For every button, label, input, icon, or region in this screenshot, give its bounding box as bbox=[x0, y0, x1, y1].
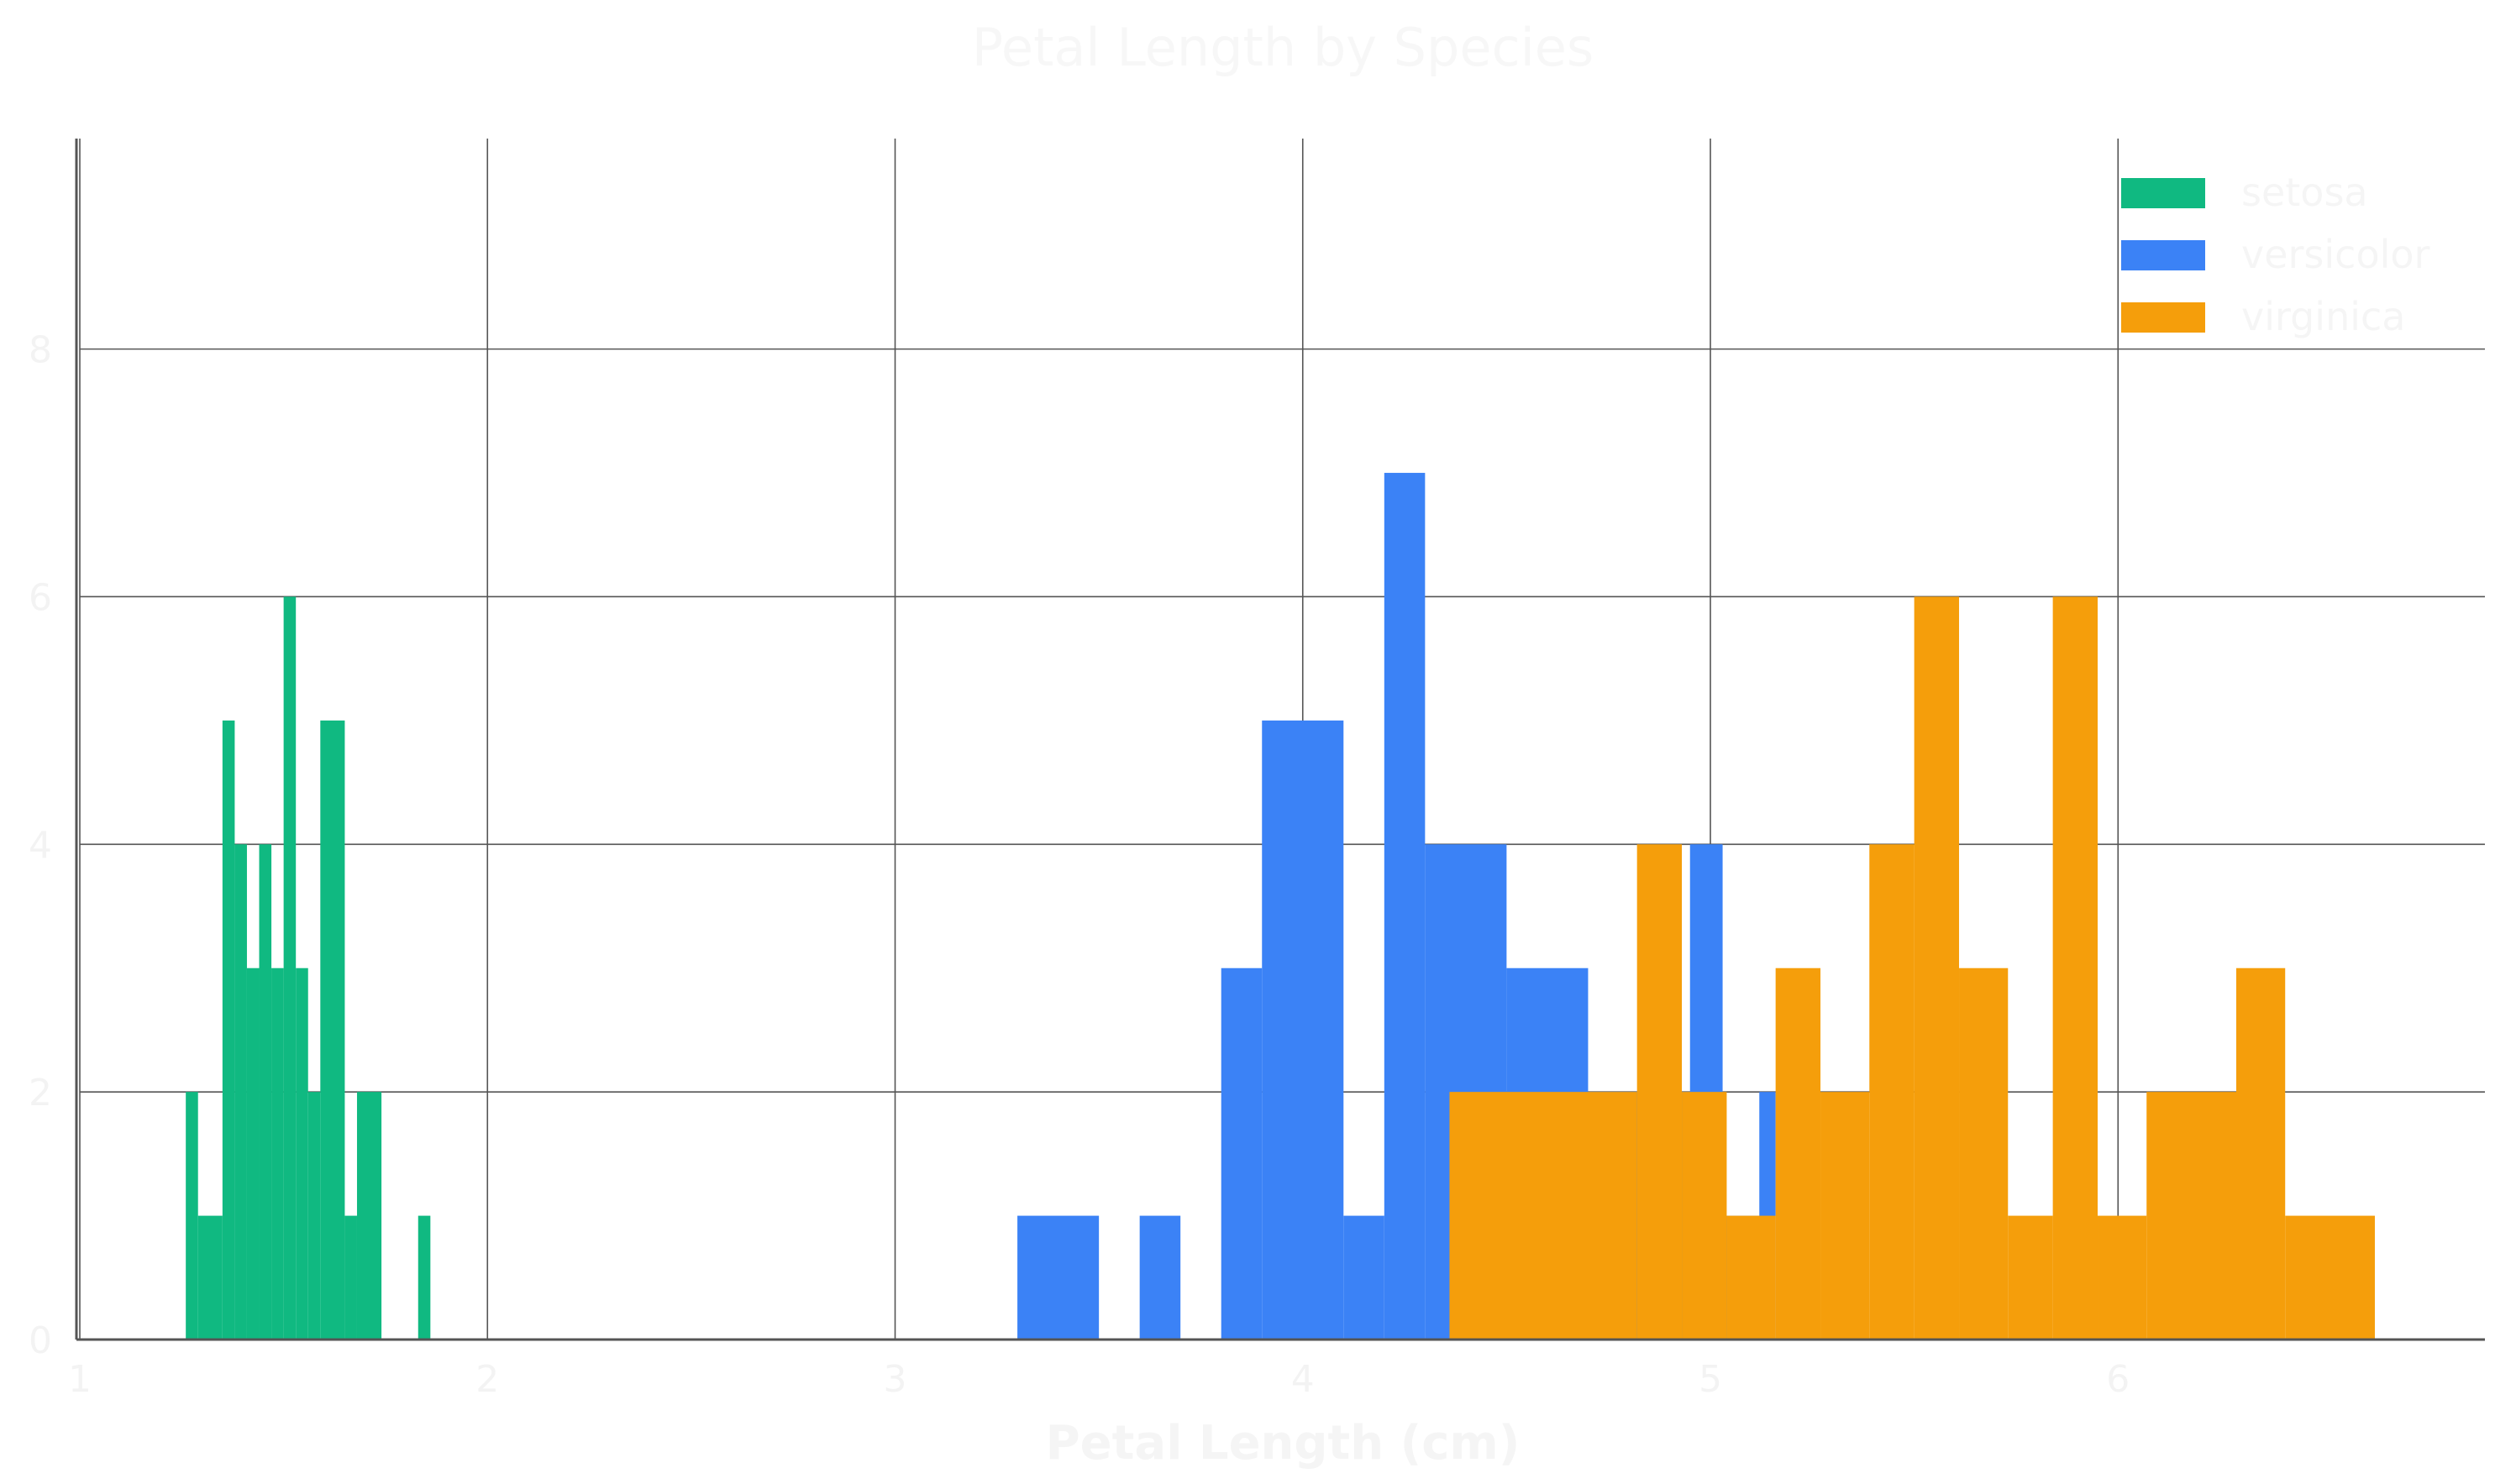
virginica-bar-2 bbox=[1682, 1092, 1727, 1340]
virginica-bar-4 bbox=[1775, 967, 1821, 1340]
y-tick-label-2: 2 bbox=[29, 1072, 52, 1114]
x-tick-label-2: 2 bbox=[475, 1358, 499, 1401]
setosa-bar-2 bbox=[222, 720, 235, 1340]
ticks-layer: 1 2 3 4 5 6 0 2 4 6 8 bbox=[29, 329, 2130, 1401]
chart-title: Petal Length by Species bbox=[972, 17, 1594, 78]
virginica-bar-13 bbox=[2235, 967, 2286, 1340]
legend-swatch-setosa bbox=[2121, 178, 2205, 208]
y-tick-label-6: 6 bbox=[29, 576, 52, 619]
setosa-bar-5 bbox=[259, 844, 272, 1340]
x-tick-label-6: 6 bbox=[2106, 1358, 2130, 1401]
versicolor-bar-0 bbox=[1017, 1215, 1100, 1340]
x-tick-label-5: 5 bbox=[1699, 1358, 1722, 1401]
legend-swatch-versicolor bbox=[2121, 240, 2205, 270]
legend-swatch-virginica bbox=[2121, 302, 2205, 333]
virginica-bar-14 bbox=[2285, 1215, 2375, 1340]
setosa-bar-0 bbox=[186, 1092, 198, 1340]
virginica-bar-8 bbox=[1959, 967, 2009, 1340]
bars-layer bbox=[186, 473, 2375, 1340]
virginica-bar-0 bbox=[1449, 1092, 1637, 1340]
setosa-bar-8 bbox=[296, 967, 308, 1340]
axes-layer bbox=[75, 139, 2485, 1341]
setosa-bar-6 bbox=[271, 967, 284, 1340]
setosa-bar-7 bbox=[283, 596, 297, 1340]
x-tick-label-3: 3 bbox=[884, 1358, 907, 1401]
x-tick-label-1: 1 bbox=[68, 1358, 92, 1401]
setosa-bar-1 bbox=[197, 1215, 223, 1340]
legend: setosa versicolor virginica bbox=[2121, 170, 2430, 339]
legend-label-versicolor: versicolor bbox=[2241, 232, 2430, 277]
versicolor-bar-3 bbox=[1262, 720, 1344, 1340]
virginica-bar-7 bbox=[1914, 596, 1960, 1340]
x-tick-label-4: 4 bbox=[1291, 1358, 1315, 1401]
versicolor-bar-5 bbox=[1384, 473, 1426, 1340]
setosa-bar-13 bbox=[418, 1215, 431, 1340]
y-tick-label-0: 0 bbox=[29, 1319, 52, 1362]
y-tick-label-4: 4 bbox=[29, 824, 52, 867]
virginica-bar-12 bbox=[2146, 1092, 2236, 1340]
x-axis-label: Petal Length (cm) bbox=[1046, 1416, 1521, 1471]
virginica-bar-9 bbox=[2008, 1215, 2053, 1340]
virginica-bar-11 bbox=[2098, 1215, 2147, 1340]
setosa-bar-9 bbox=[307, 1092, 321, 1340]
y-tick-label-8: 8 bbox=[29, 329, 52, 372]
setosa-bar-12 bbox=[356, 1092, 382, 1340]
versicolor-bar-1 bbox=[1139, 1215, 1181, 1340]
virginica-bar-3 bbox=[1726, 1215, 1776, 1340]
versicolor-bar-4 bbox=[1343, 1215, 1384, 1340]
setosa-bar-4 bbox=[246, 967, 260, 1340]
legend-label-setosa: setosa bbox=[2241, 170, 2368, 215]
setosa-bar-11 bbox=[344, 1215, 357, 1340]
setosa-bar-10 bbox=[320, 720, 345, 1340]
virginica-bar-5 bbox=[1820, 1092, 1870, 1340]
virginica-bar-6 bbox=[1869, 844, 1915, 1340]
virginica-bar-1 bbox=[1636, 844, 1683, 1340]
setosa-bar-3 bbox=[234, 844, 247, 1340]
legend-label-virginica: virginica bbox=[2241, 294, 2406, 339]
versicolor-bar-2 bbox=[1221, 967, 1263, 1340]
virginica-bar-10 bbox=[2052, 596, 2098, 1340]
